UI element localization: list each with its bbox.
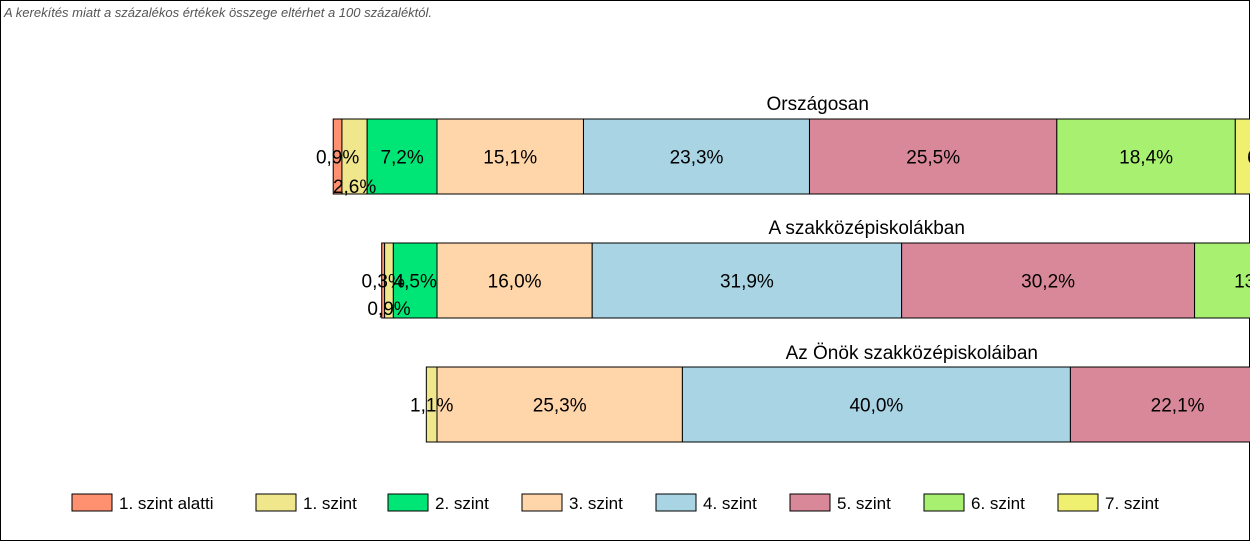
legend-swatch-7: [923, 493, 965, 512]
bar-segment-2-6: [901, 242, 1196, 319]
bar-segment-1-5: [582, 118, 810, 195]
data-label-2-2: 0,9%: [367, 299, 410, 320]
rounding-note: A kerekítés miatt a százalékos értékek ö…: [4, 5, 433, 20]
legend-swatch-6: [789, 493, 831, 512]
data-label-1-5: 23,3%: [670, 148, 724, 169]
row-title-1: Országosan: [766, 94, 868, 115]
data-label-3-4: 25,3%: [533, 396, 587, 417]
data-label-2-6: 30,2%: [1021, 272, 1075, 293]
data-label-1-2: 2,6%: [333, 177, 376, 198]
legend-label-3: 2. szint: [435, 494, 489, 513]
legend-swatch-1: [71, 493, 113, 512]
data-label-3-6: 22,1%: [1151, 396, 1205, 417]
row-title-2: A szakközépiskolákban: [768, 218, 964, 239]
row-title-3: Az Önök szakközépiskoláiban: [786, 343, 1038, 364]
bar-segment-2-4: [436, 242, 593, 319]
bar-segment-2-5: [591, 242, 903, 319]
data-label-2-3: 4,5%: [394, 272, 437, 293]
data-label-2-4: 16,0%: [488, 272, 542, 293]
data-label-1-7: 18,4%: [1119, 148, 1173, 169]
bar-segment-1-6: [808, 118, 1058, 195]
data-label-1-8: 6,9%: [1247, 148, 1250, 169]
legend-swatch-2: [255, 493, 297, 512]
bar-segment-3-4: [436, 366, 683, 443]
data-label-1-1: 0,9%: [316, 148, 359, 169]
data-label-2-1: 0,3%: [362, 272, 405, 293]
data-label-3-5: 40,0%: [849, 396, 903, 417]
legend-label-5: 4. szint: [703, 494, 757, 513]
bar-segment-2-3: [392, 242, 438, 319]
legend-swatch-4: [521, 493, 563, 512]
legend-swatch-8: [1057, 493, 1099, 512]
data-label-1-3: 7,2%: [380, 148, 423, 169]
bar-segment-1-4: [436, 118, 584, 195]
bar-segment-1-8: [1234, 118, 1250, 195]
data-label-1-4: 15,1%: [483, 148, 537, 169]
data-label-2-7: 13,7%: [1234, 272, 1250, 293]
legend-label-8: 7. szint: [1105, 494, 1159, 513]
legend-label-2: 1. szint: [303, 494, 357, 513]
legend-label-6: 5. szint: [837, 494, 891, 513]
data-label-1-6: 25,5%: [906, 148, 960, 169]
legend-swatch-3: [387, 493, 429, 512]
data-label-2-5: 31,9%: [720, 272, 774, 293]
bar-segment-3-5: [681, 366, 1071, 443]
bar-segment-1-3: [366, 118, 438, 195]
bar-segment-1-7: [1056, 118, 1236, 195]
legend-label-1: 1. szint alatti: [119, 494, 214, 513]
data-label-3-2: 1,1%: [410, 396, 453, 417]
legend-swatch-5: [655, 493, 697, 512]
bar-segment-2-7: [1194, 242, 1250, 319]
legend-label-7: 6. szint: [971, 494, 1025, 513]
legend-label-4: 3. szint: [569, 494, 623, 513]
bar-segment-3-6: [1069, 366, 1250, 443]
